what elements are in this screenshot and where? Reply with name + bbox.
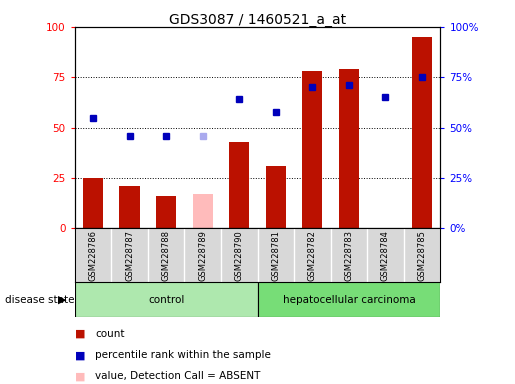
Bar	[229, 142, 249, 228]
Text: percentile rank within the sample: percentile rank within the sample	[95, 350, 271, 360]
Text: GDS3087 / 1460521_a_at: GDS3087 / 1460521_a_at	[169, 13, 346, 27]
Bar	[258, 282, 440, 317]
Text: hepatocellular carcinoma: hepatocellular carcinoma	[283, 295, 415, 305]
Text: GSM228782: GSM228782	[308, 230, 317, 281]
Bar	[119, 186, 140, 228]
Text: ■: ■	[75, 371, 85, 381]
Bar	[75, 282, 258, 317]
Text: ▶: ▶	[58, 295, 66, 305]
Text: GSM228783: GSM228783	[345, 230, 353, 281]
Text: ■: ■	[75, 350, 85, 360]
Text: GSM228781: GSM228781	[271, 230, 280, 281]
Bar	[302, 71, 322, 228]
Bar	[83, 178, 103, 228]
Text: GSM228784: GSM228784	[381, 230, 390, 281]
Text: GSM228789: GSM228789	[198, 230, 207, 281]
Text: control: control	[148, 295, 184, 305]
Bar	[339, 69, 359, 228]
Text: ■: ■	[75, 329, 85, 339]
Text: GSM228787: GSM228787	[125, 230, 134, 281]
Text: GSM228786: GSM228786	[89, 230, 97, 281]
Text: GSM228788: GSM228788	[162, 230, 170, 281]
Bar	[266, 166, 286, 228]
Bar	[193, 194, 213, 228]
Bar	[156, 196, 176, 228]
Bar	[412, 37, 432, 228]
Text: value, Detection Call = ABSENT: value, Detection Call = ABSENT	[95, 371, 261, 381]
Text: disease state: disease state	[5, 295, 75, 305]
Text: GSM228785: GSM228785	[418, 230, 426, 281]
Text: count: count	[95, 329, 125, 339]
Text: GSM228790: GSM228790	[235, 230, 244, 281]
